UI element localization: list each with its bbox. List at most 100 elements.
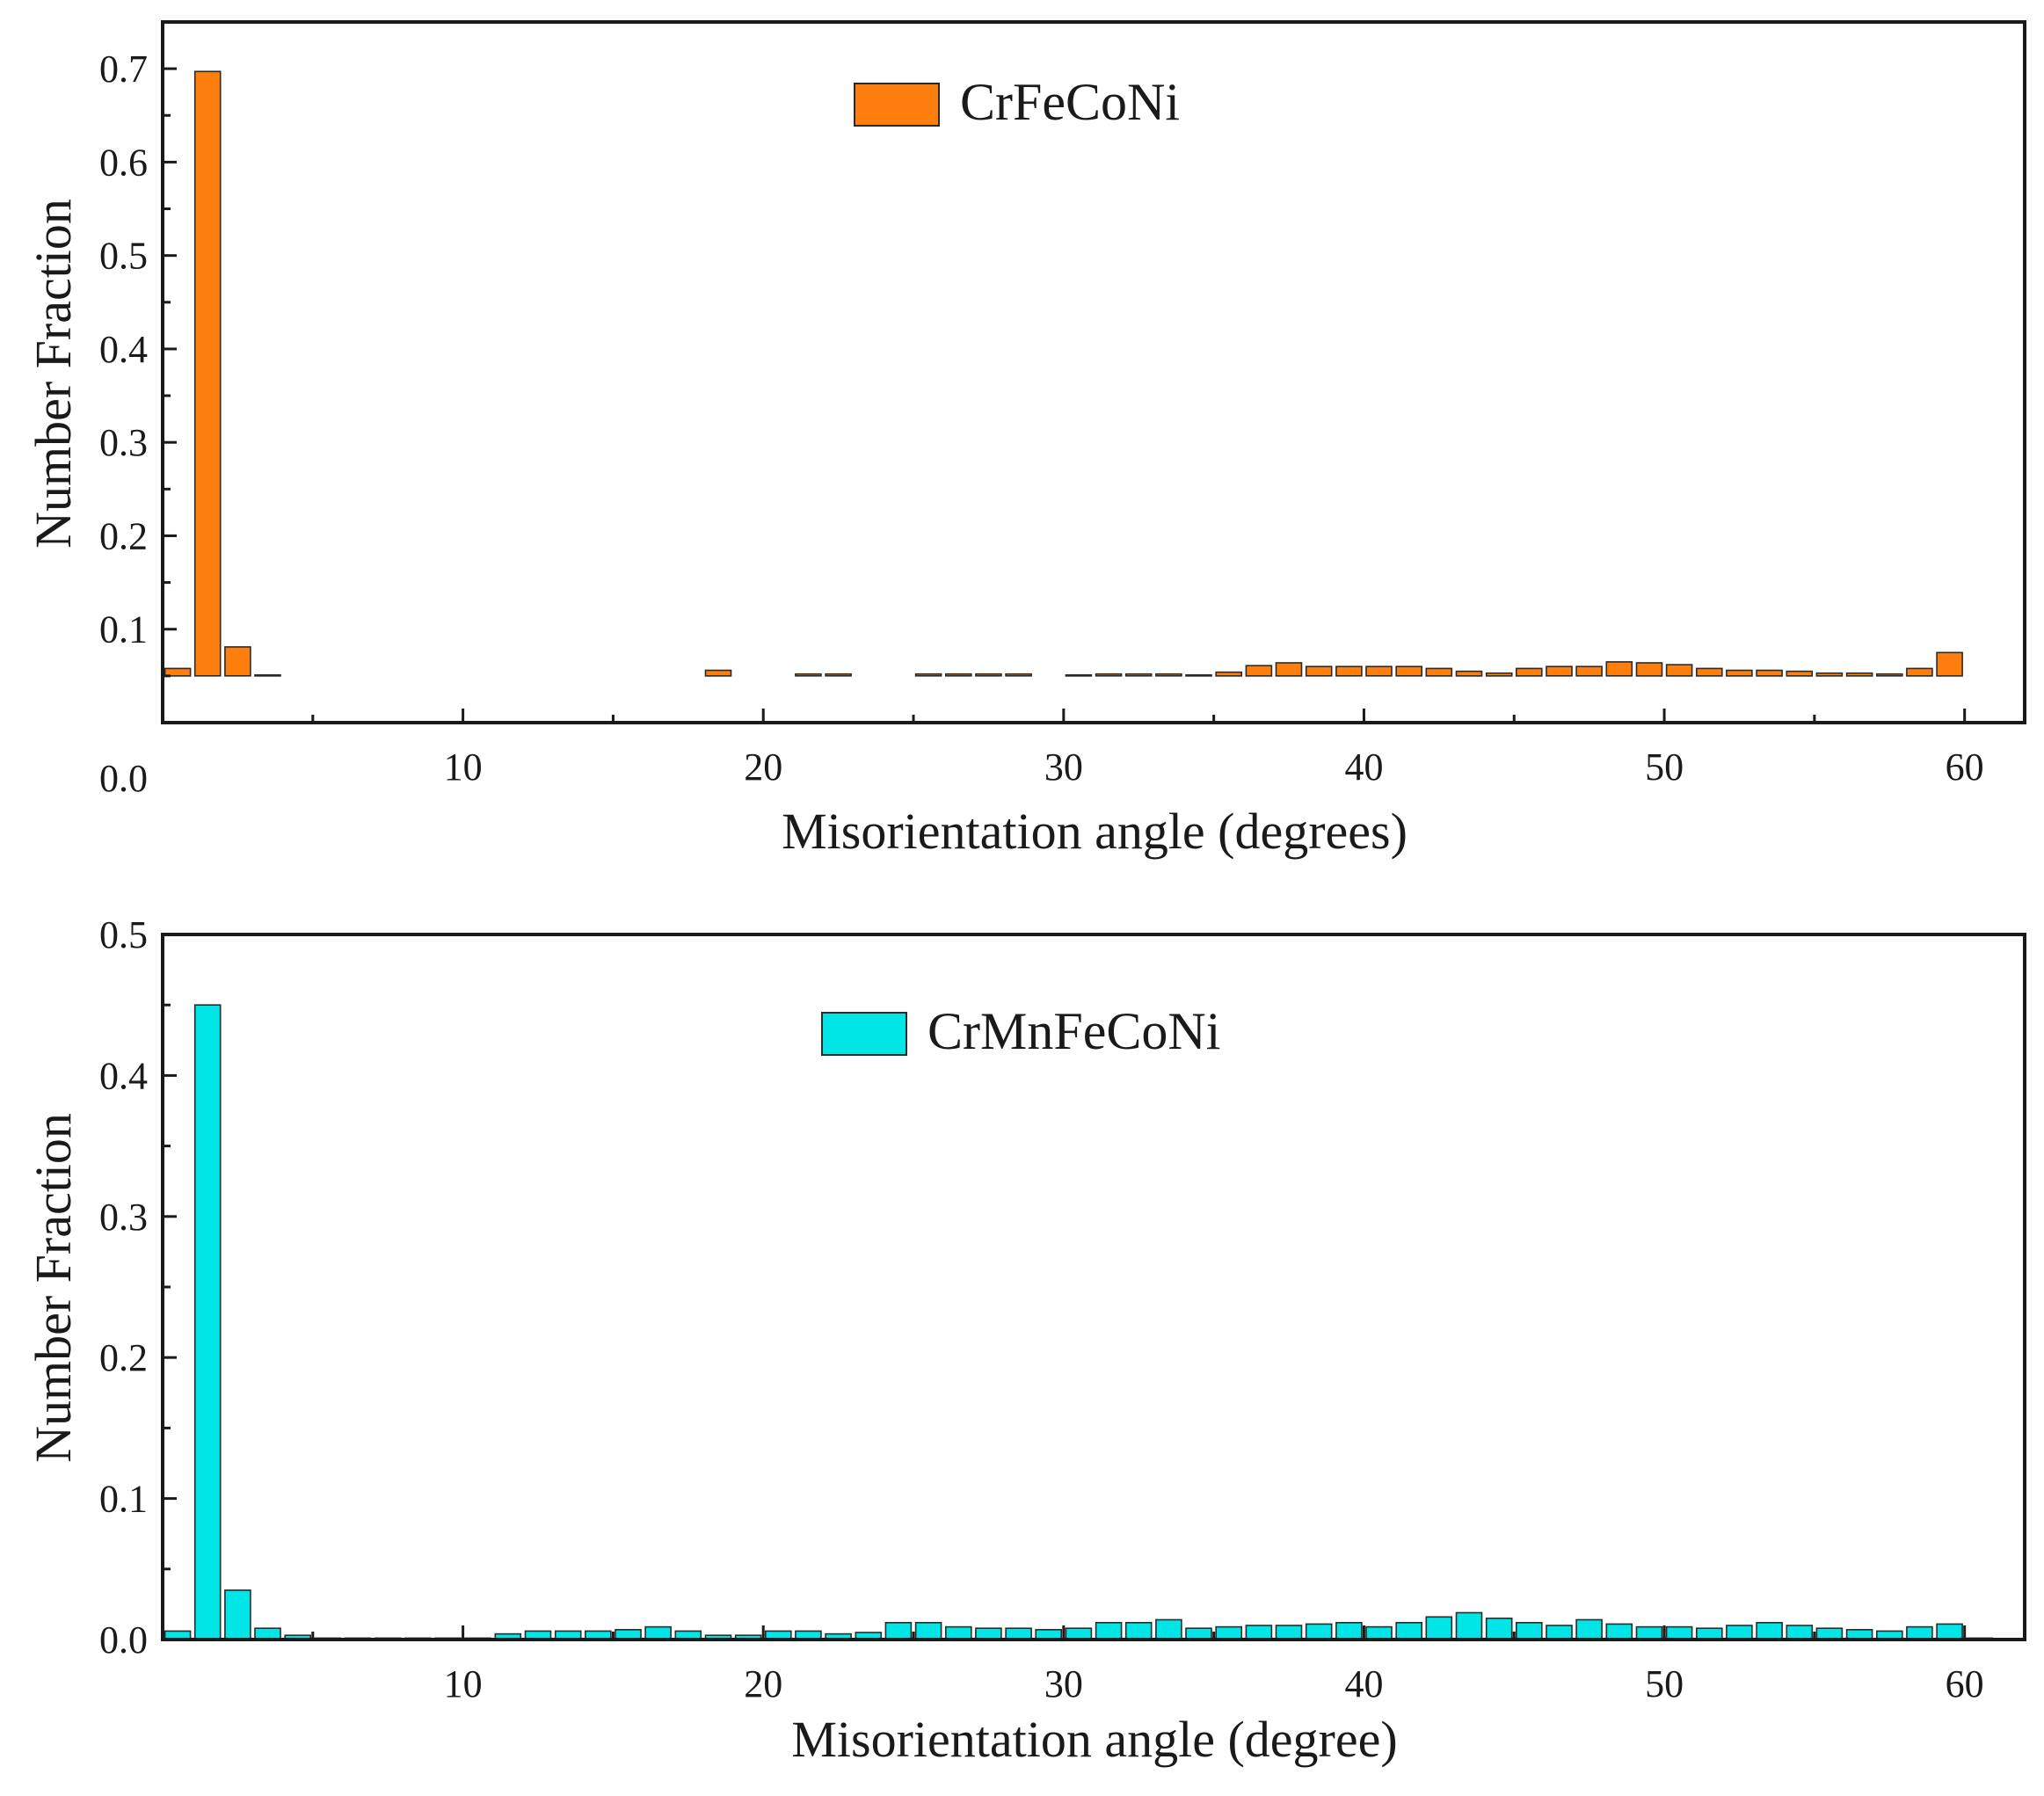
bar bbox=[224, 646, 251, 677]
bar bbox=[1245, 1625, 1273, 1640]
bar bbox=[1335, 665, 1363, 677]
chart-crmnfeconi: 10 20 30 40 50 60 0.0 0.1 0.2 0.3 0.4 0.5 Misorienta… bbox=[25, 913, 2026, 1768]
bar bbox=[914, 1622, 942, 1640]
bar bbox=[1455, 670, 1483, 677]
bar bbox=[164, 667, 192, 677]
bar bbox=[1756, 1622, 1783, 1640]
bar bbox=[1185, 673, 1212, 677]
bar bbox=[1546, 665, 1573, 677]
bar bbox=[1665, 664, 1693, 677]
y-tick-label: 0.7 bbox=[99, 47, 148, 91]
bar bbox=[1425, 667, 1453, 677]
bar bbox=[1786, 670, 1814, 677]
bar bbox=[1305, 665, 1333, 677]
bar bbox=[1005, 673, 1032, 677]
bar bbox=[704, 669, 732, 677]
bar bbox=[224, 1589, 251, 1640]
bar bbox=[1395, 1622, 1422, 1640]
bar bbox=[1575, 665, 1603, 677]
plot-frame bbox=[161, 20, 2026, 724]
x-tick-label: 50 bbox=[1645, 1662, 1684, 1705]
bar bbox=[1546, 1625, 1573, 1640]
bar bbox=[1726, 669, 1753, 677]
x-tick-label: 60 bbox=[1946, 745, 1984, 789]
y-tick-label: 0.0 bbox=[99, 1618, 148, 1661]
y-tick-label: 0.6 bbox=[99, 141, 148, 184]
x-tick-label: 10 bbox=[444, 745, 483, 789]
bar bbox=[1726, 1625, 1753, 1640]
bar bbox=[1516, 667, 1543, 677]
y-tick-label: 0.2 bbox=[99, 1336, 148, 1379]
legend-label: CrMnFeCoNi bbox=[927, 1002, 1220, 1060]
bar bbox=[1906, 667, 1933, 677]
y-axis-title: Number Fraction bbox=[25, 199, 82, 549]
x-tick-label: 20 bbox=[744, 745, 782, 789]
bar bbox=[1936, 1623, 1963, 1640]
y-tick-label: 0.4 bbox=[99, 328, 148, 371]
bar bbox=[1305, 1623, 1333, 1640]
bar bbox=[1425, 1616, 1453, 1640]
y-tick-label: 0.4 bbox=[99, 1054, 148, 1097]
bar bbox=[1395, 665, 1422, 677]
bar bbox=[914, 673, 942, 677]
bar bbox=[1365, 665, 1393, 677]
bar bbox=[644, 1625, 672, 1640]
x-axis-title: Misorientation angle (degrees) bbox=[782, 803, 1408, 860]
bar bbox=[1215, 671, 1242, 677]
legend-swatch bbox=[854, 83, 940, 127]
bar bbox=[1275, 1625, 1303, 1640]
y-tick-label: 0.5 bbox=[99, 235, 148, 278]
bar bbox=[1936, 651, 1963, 677]
bar bbox=[1155, 1618, 1182, 1640]
bar bbox=[1335, 1622, 1363, 1640]
bar bbox=[1635, 662, 1663, 677]
bar bbox=[1095, 673, 1123, 677]
bar bbox=[1065, 673, 1093, 677]
bar bbox=[1485, 672, 1513, 677]
bar bbox=[193, 70, 222, 677]
bar bbox=[1245, 665, 1273, 677]
bar bbox=[1605, 1623, 1633, 1640]
bar bbox=[1215, 1625, 1242, 1640]
bar bbox=[1275, 662, 1303, 677]
bar bbox=[1665, 1625, 1693, 1640]
bar bbox=[1876, 673, 1903, 677]
bar bbox=[254, 673, 281, 677]
bar bbox=[1605, 661, 1633, 677]
y-tick-label: 0.1 bbox=[99, 608, 148, 651]
bar bbox=[1095, 1622, 1123, 1640]
bar bbox=[1635, 1625, 1663, 1640]
y-tick-label: 0.3 bbox=[99, 1196, 148, 1239]
x-tick-label: 40 bbox=[1344, 1662, 1383, 1705]
y-tick-label: 0.2 bbox=[99, 514, 148, 557]
legend-label: CrFeCoNi bbox=[960, 73, 1180, 131]
bar bbox=[1365, 1625, 1393, 1640]
bar bbox=[1906, 1625, 1933, 1640]
bar bbox=[795, 673, 822, 677]
bar bbox=[1756, 669, 1783, 677]
bar bbox=[1575, 1618, 1603, 1640]
chart-crfeconi: 10 20 30 40 50 60 0.0 0.1 0.2 0.3 0.4 0.5 0.6 0.7 Miso… bbox=[25, 20, 2026, 860]
y-tick-label: 0.3 bbox=[99, 421, 148, 464]
x-tick-label: 40 bbox=[1344, 745, 1383, 789]
bar bbox=[1516, 1622, 1543, 1640]
x-tick-label: 10 bbox=[444, 1662, 483, 1705]
bar bbox=[884, 1622, 913, 1640]
bar bbox=[193, 1004, 222, 1640]
bar bbox=[1455, 1611, 1483, 1640]
bar bbox=[1786, 1625, 1814, 1640]
x-tick-label: 30 bbox=[1044, 1662, 1083, 1705]
x-tick-label: 20 bbox=[744, 1662, 782, 1705]
bar bbox=[1124, 673, 1153, 677]
y-tick-label: 0.5 bbox=[99, 913, 148, 956]
y-tick-label: 0.1 bbox=[99, 1478, 148, 1521]
y-axis-title: Number Fraction bbox=[25, 1113, 82, 1463]
bar bbox=[1815, 672, 1844, 677]
bar bbox=[945, 673, 972, 677]
y-tick-label: 0.0 bbox=[99, 757, 148, 800]
bar bbox=[975, 673, 1002, 677]
bar bbox=[825, 673, 852, 677]
bar bbox=[1485, 1618, 1513, 1640]
bar bbox=[945, 1625, 972, 1640]
